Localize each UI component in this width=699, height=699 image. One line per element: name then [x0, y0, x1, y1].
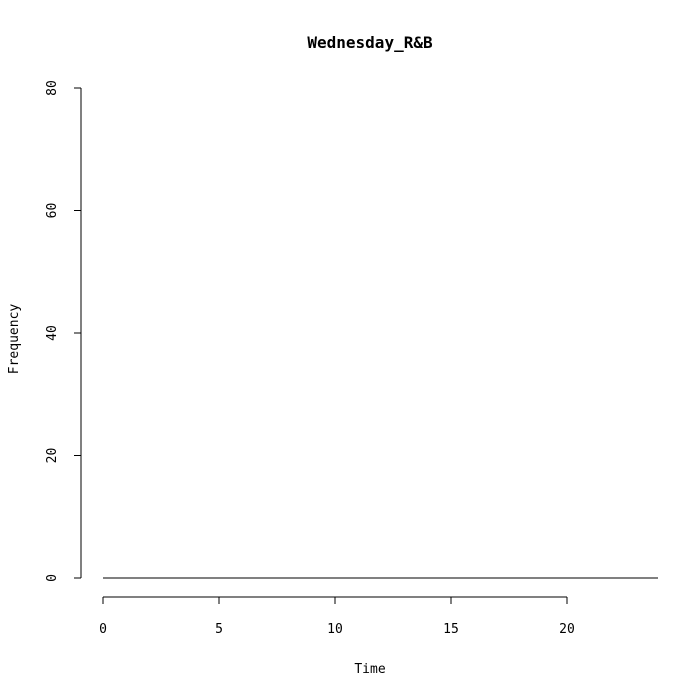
- y-tick-label: 80: [45, 80, 60, 96]
- x-tick-label: 20: [559, 622, 575, 637]
- x-tick-label: 15: [443, 622, 459, 637]
- y-tick-label: 60: [45, 203, 60, 219]
- y-tick-label: 0: [45, 574, 60, 582]
- x-axis-label: Time: [354, 662, 385, 677]
- y-axis: 0 20 40 60 80: [45, 80, 82, 582]
- y-axis-label: Frequency: [7, 304, 22, 375]
- x-tick-label: 10: [327, 622, 343, 637]
- x-axis: 0 5 10 15 20: [99, 596, 575, 637]
- y-tick-label: 40: [45, 325, 60, 341]
- chart-title: Wednesday_R&B: [307, 33, 433, 52]
- x-tick-label: 0: [99, 622, 107, 637]
- y-tick-label: 20: [45, 448, 60, 464]
- x-tick-label: 5: [215, 622, 223, 637]
